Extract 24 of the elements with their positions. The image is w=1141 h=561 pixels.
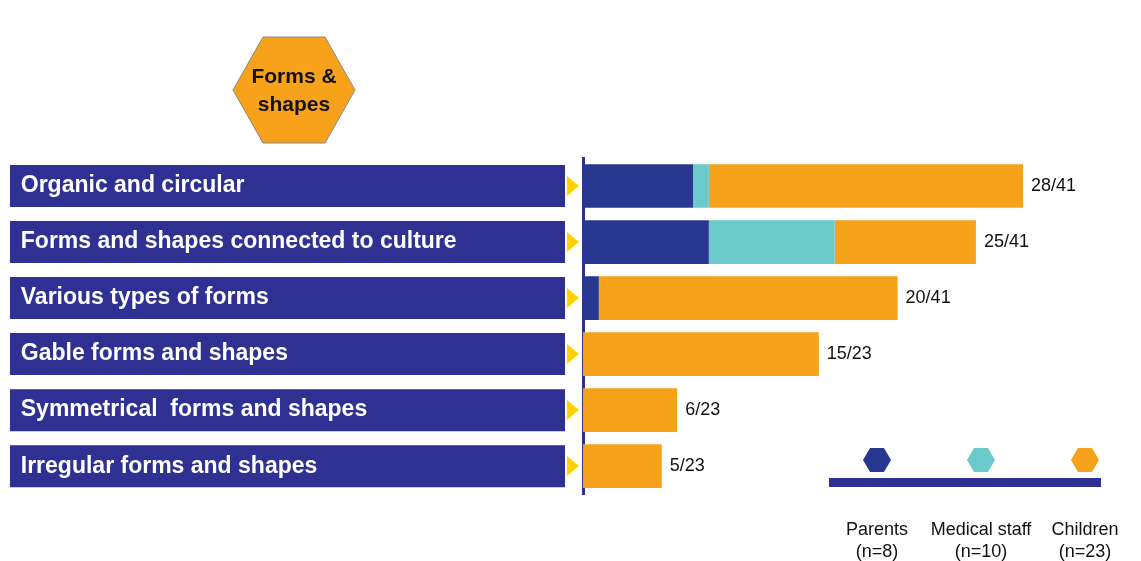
text: Parents (n=8) <box>845 519 909 561</box>
bar <box>598 276 898 320</box>
y-tick-label: Gable forms and shapes <box>8 339 288 366</box>
bar <box>708 164 1023 208</box>
total-label: 25/41 <box>983 231 1029 252</box>
total-label: 20/41 <box>905 287 951 308</box>
y-tick-label: Various types of forms <box>8 283 269 310</box>
total-label: 5/23 <box>669 455 705 476</box>
bar <box>583 332 819 376</box>
y-tick-label: Symmetrical forms and shapes <box>8 395 368 422</box>
y-tick-label: Irregular forms and shapes <box>8 451 318 478</box>
text: Forms & shapes <box>250 63 338 117</box>
bar <box>693 164 709 208</box>
bar <box>583 444 662 489</box>
bar <box>583 388 678 432</box>
total-label: 6/23 <box>685 399 721 420</box>
total-label: 28/41 <box>1031 174 1077 195</box>
y-tick-label: Forms and shapes connected to culture <box>8 227 457 254</box>
total-label: 15/23 <box>826 343 872 364</box>
y-tick-label: Organic and circular <box>8 171 245 198</box>
bar <box>708 220 835 264</box>
bar <box>834 220 976 264</box>
text: Children (n=23) <box>1051 519 1119 561</box>
text: Medical staff (n=10) <box>929 518 1033 561</box>
